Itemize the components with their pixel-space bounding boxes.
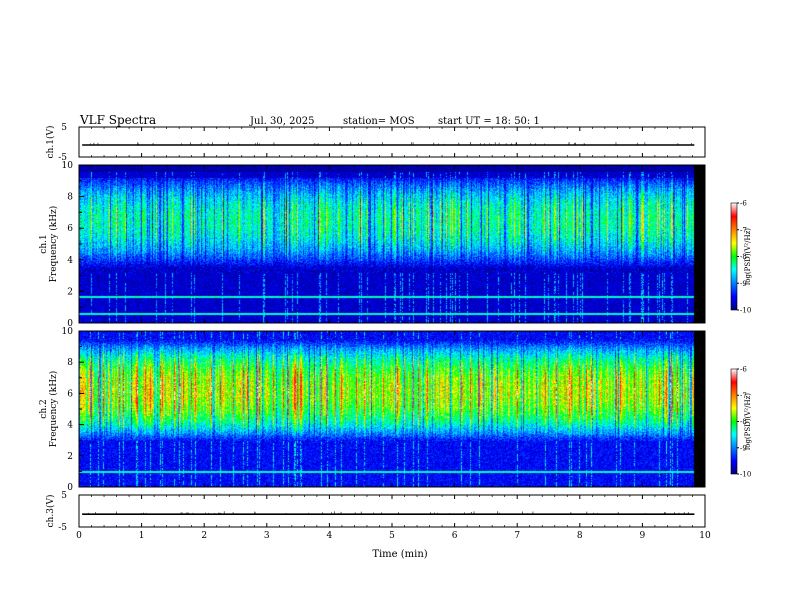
ch2-spectrogram-channel-label: ch.2 — [39, 399, 49, 418]
ch1-spectrogram-colorbar-tick-label: -6 — [740, 200, 747, 208]
ch2-spectrogram-colorbar — [730, 368, 738, 475]
x-tick-label: 1 — [139, 531, 145, 541]
ch1-spectrogram-colorbar-tick-label: -10 — [740, 307, 751, 315]
x-tick-label: 0 — [76, 531, 82, 541]
ch1-spectrogram-image-holder — [79, 165, 705, 323]
station-label: station= MOS — [343, 116, 415, 127]
ch1-spectrogram-colorbar-label: log(PSD)(V²/Hz) — [744, 228, 752, 285]
ch3-voltage-y-tick-label: 5 — [61, 491, 67, 501]
ch2-spectrogram-image — [79, 331, 705, 487]
x-tick-label: 10 — [699, 531, 711, 541]
ch1-spectrogram-y-tick-label: 2 — [67, 287, 73, 297]
x-axis-label: Time (min) — [372, 549, 427, 560]
ch1-spectrogram-colorbar-tick-label: -9 — [740, 280, 747, 288]
x-tick-label: 3 — [264, 531, 270, 541]
x-tick-label: 5 — [389, 531, 395, 541]
ch1-voltage-y-label: ch.1(V) — [45, 126, 56, 159]
x-tick-label: 8 — [577, 531, 583, 541]
ch3-voltage-y-label: ch.3(V) — [45, 495, 56, 528]
observation-date: Jul. 30, 2025 — [249, 116, 315, 127]
ch3-voltage-frame — [78, 494, 706, 528]
ch1-spectrogram-y-label: Frequency (kHz) — [48, 206, 59, 283]
ch2-spectrogram-colorbar-label: log(PSD)(V²/Hz) — [744, 393, 752, 450]
ch1-spectrogram-y-tick-label: 10 — [62, 161, 74, 171]
ch1-spectrogram-colorbar-tick-label: -8 — [740, 253, 747, 261]
ch2-spectrogram-y-tick-label: 0 — [67, 483, 73, 493]
ch2-spectrogram-colorbar-tick-label: -10 — [740, 471, 751, 479]
ch2-spectrogram-colorbar-tick-label: -7 — [740, 392, 747, 400]
ch1-spectrogram-colorbar-tick-label: -7 — [740, 226, 747, 234]
ch2-spectrogram-y-tick-label: 6 — [67, 389, 73, 399]
ch1-voltage-frame — [78, 126, 706, 158]
ch2-spectrogram-y-tick-label: 10 — [62, 327, 74, 337]
x-tick-label: 4 — [327, 531, 333, 541]
x-tick-label: 9 — [640, 531, 646, 541]
ch2-spectrogram-colorbar-tick-label: -8 — [740, 418, 747, 426]
ch2-spectrogram-colorbar-tick-label: -6 — [740, 366, 747, 374]
ch1-spectrogram-colorbar — [730, 202, 738, 311]
ch1-spectrogram-image — [79, 165, 705, 323]
x-tick-label: 7 — [514, 531, 520, 541]
ch1-spectrogram-y-tick-label: 6 — [67, 224, 73, 234]
x-tick-label: 2 — [201, 531, 207, 541]
ch1-voltage-y-tick-label: 5 — [61, 123, 67, 133]
ch1-spectrogram-y-tick-label: 8 — [67, 193, 73, 203]
ch2-spectrogram-y-tick-label: 2 — [67, 452, 73, 462]
ch2-spectrogram-image-holder — [79, 331, 705, 487]
ch2-spectrogram-y-tick-label: 8 — [67, 358, 73, 368]
ch1-spectrogram-y-tick-label: 4 — [67, 256, 73, 266]
ch2-spectrogram-colorbar-tick-label: -9 — [740, 444, 747, 452]
figure-title: VLF Spectra — [79, 113, 156, 127]
ch1-spectrogram-channel-label: ch.1 — [39, 234, 49, 253]
ch1-spectrogram-y-tick-label: 0 — [67, 319, 73, 329]
ch2-spectrogram-y-tick-label: 4 — [67, 421, 73, 431]
start-time-label: start UT = 18: 50: 1 — [438, 116, 540, 127]
ch3-voltage-y-tick-label: -5 — [58, 523, 67, 533]
x-tick-label: 6 — [452, 531, 458, 541]
ch2-spectrogram-y-label: Frequency (kHz) — [48, 371, 59, 448]
ch1-voltage-y-tick-label: -5 — [58, 153, 67, 163]
